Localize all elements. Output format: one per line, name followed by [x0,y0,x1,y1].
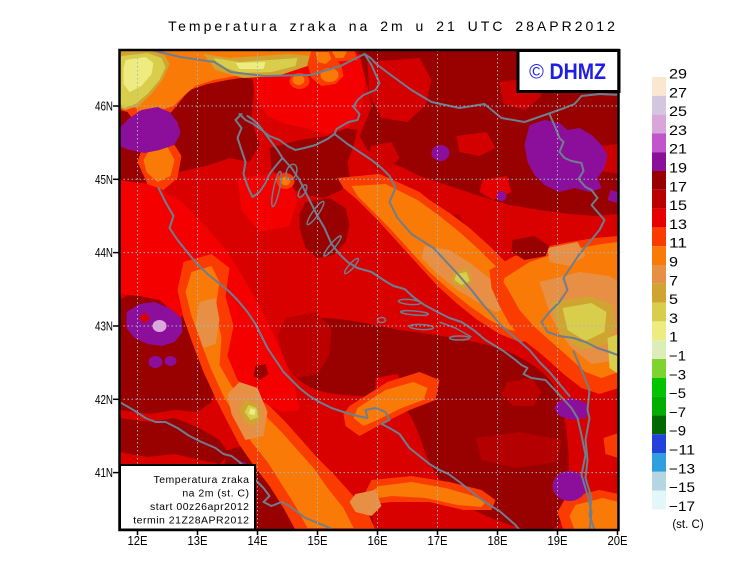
svg-text:−7: −7 [669,405,686,420]
svg-text:1: 1 [669,330,678,345]
svg-text:DHMZ: DHMZ [550,59,607,84]
svg-text:12E: 12E [128,533,148,548]
svg-text:termin 21Z28APR2012: termin 21Z28APR2012 [133,515,249,527]
svg-text:25: 25 [669,104,687,119]
svg-text:20E: 20E [608,533,628,548]
svg-text:45N: 45N [95,172,113,187]
svg-text:−15: −15 [669,480,695,495]
svg-text:−1: −1 [669,349,686,364]
svg-text:42N: 42N [95,392,113,407]
svg-text:23: 23 [669,123,687,138]
svg-text:(st. C): (st. C) [672,519,703,531]
svg-text:15: 15 [669,198,687,213]
svg-text:13E: 13E [188,533,208,548]
svg-text:©: © [529,62,544,84]
svg-text:Temperatura zraka na 2m u 21 U: Temperatura zraka na 2m u 21 UTC 28APR20… [168,18,618,34]
svg-text:5: 5 [669,292,678,307]
svg-text:−5: −5 [669,386,686,401]
svg-text:−11: −11 [669,443,695,458]
svg-text:16E: 16E [368,533,388,548]
svg-text:−13: −13 [669,461,695,476]
svg-text:na 2m (st. C): na 2m (st. C) [182,488,249,500]
svg-text:3: 3 [669,311,678,326]
svg-text:14E: 14E [248,533,268,548]
svg-text:−17: −17 [669,499,695,514]
svg-text:41N: 41N [95,465,113,480]
svg-text:−9: −9 [669,424,686,439]
svg-text:−3: −3 [669,367,686,382]
svg-text:27: 27 [669,85,687,100]
svg-text:29: 29 [669,67,687,82]
svg-text:9: 9 [669,255,678,270]
svg-text:46N: 46N [95,99,113,114]
svg-text:17E: 17E [428,533,448,548]
svg-text:Temperatura zraka: Temperatura zraka [153,474,249,486]
svg-text:start 00z26apr2012: start 00z26apr2012 [150,501,249,513]
svg-text:17: 17 [669,179,687,194]
svg-text:15E: 15E [308,533,328,548]
svg-text:19: 19 [669,161,687,176]
svg-text:43N: 43N [95,319,113,334]
svg-text:11: 11 [669,236,687,251]
svg-text:18E: 18E [488,533,508,548]
svg-text:13: 13 [669,217,687,232]
svg-text:19E: 19E [548,533,568,548]
svg-text:21: 21 [669,142,687,157]
svg-text:7: 7 [669,273,678,288]
svg-text:44N: 44N [95,245,113,260]
